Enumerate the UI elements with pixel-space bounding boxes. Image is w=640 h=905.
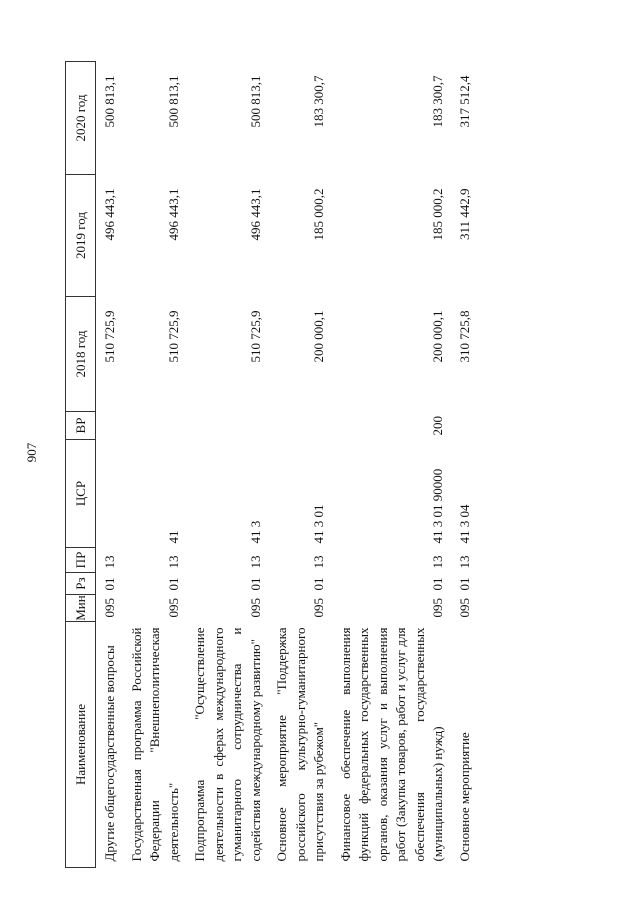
header-csr: ЦСР	[65, 439, 96, 548]
cell-vr	[186, 412, 268, 440]
cell-vr	[96, 412, 123, 440]
cell-y2020: 500 813,1	[247, 75, 263, 128]
table-row: Государственная программа Российской Фед…	[123, 62, 187, 868]
cell-rz: 01	[430, 577, 445, 591]
cell-min: 095	[247, 598, 263, 618]
cell-rz: 01	[456, 577, 472, 591]
cell-y2018: 200 000,1	[311, 310, 326, 363]
cell-y2019: 496 443,1	[102, 188, 117, 241]
cell-min: 095	[456, 598, 472, 618]
header-rz: Рз	[65, 572, 96, 595]
cell-name: Подпрограмма "Осуществление деятельности…	[192, 627, 263, 862]
cell-pr: 13	[456, 555, 472, 569]
cell-csr	[96, 440, 123, 548]
cell-min: 095	[165, 598, 181, 618]
header-2018: 2018 год	[65, 296, 96, 412]
header-name: Наименование	[65, 621, 96, 868]
table-row: Основное мероприятие "Поддержка российск…	[268, 62, 332, 868]
cell-name: Основное мероприятие "Поддержка российск…	[274, 627, 326, 862]
cell-csr: 41 3 01 90000	[430, 468, 445, 544]
table-row: Финансовое обеспечение выполнения функци…	[332, 62, 451, 868]
cell-y2018: 310 725,8	[456, 310, 472, 363]
cell-y2019: 496 443,1	[247, 188, 263, 241]
cell-y2020: 500 813,1	[165, 75, 181, 128]
cell-rz: 01	[247, 577, 263, 591]
cell-y2019: 185 000,2	[311, 188, 326, 241]
table-row: Подпрограмма "Осуществление деятельности…	[186, 62, 268, 868]
cell-y2020: 500 813,1	[102, 75, 117, 128]
cell-rz: 01	[311, 577, 326, 591]
cell-y2020: 317 512,4	[456, 75, 472, 128]
cell-vr	[268, 412, 332, 440]
cell-vr	[123, 412, 187, 440]
cell-y2020: 183 300,7	[311, 75, 326, 128]
cell-rz: 01	[102, 577, 117, 591]
cell-pr: 13	[165, 555, 181, 569]
cell-y2019: 185 000,2	[430, 188, 445, 241]
cell-vr: 200	[430, 416, 445, 436]
header-2020: 2020 год	[65, 61, 96, 175]
cell-csr: 41 3	[247, 520, 263, 544]
cell-name: Государственная программа Российской Фед…	[128, 627, 181, 862]
cell-y2018: 200 000,1	[430, 310, 445, 363]
cell-y2018: 510 725,9	[247, 310, 263, 363]
cell-csr: 41 3 01	[311, 504, 326, 544]
cell-csr: 41	[165, 530, 181, 544]
cell-pr: 13	[102, 555, 117, 569]
cell-min: 095	[430, 598, 445, 618]
cell-y2019: 311 442,9	[456, 188, 472, 241]
budget-table: Наименование Мин Рз ПР ЦСР ВР 2018 год 2…	[65, 61, 477, 868]
cell-pr: 13	[311, 555, 326, 569]
header-row: Наименование Мин Рз ПР ЦСР ВР 2018 год 2…	[65, 61, 96, 868]
cell-y2018: 510 725,9	[165, 310, 181, 363]
cell-pr: 13	[430, 555, 445, 569]
cell-y2019: 496 443,1	[165, 188, 181, 241]
cell-pr: 13	[247, 555, 263, 569]
cell-y2018: 510 725,9	[102, 310, 117, 363]
cell-y2020: 183 300,7	[430, 75, 445, 128]
header-vr: ВР	[65, 411, 96, 440]
table-row: Другие общегосударственные вопросы 095 01 1…	[96, 62, 123, 868]
header-2019: 2019 год	[65, 174, 96, 297]
cell-name: Финансовое обеспечение выполнения функци…	[337, 627, 446, 862]
header-min: Мин	[65, 594, 96, 622]
cell-rz: 01	[165, 577, 181, 591]
table-row: Основное мероприятие 095 01 13 41 3 04 310 72…	[451, 62, 478, 868]
cell-min: 095	[102, 598, 117, 618]
cell-vr	[451, 412, 478, 440]
cell-csr: 41 3 04	[456, 504, 472, 544]
header-pr: ПР	[65, 547, 96, 573]
cell-name: Другие общегосударственные вопросы	[102, 645, 117, 862]
cell-name: Основное мероприятие	[456, 732, 472, 862]
cell-min: 095	[311, 598, 326, 618]
page-number: 907	[24, 442, 39, 463]
